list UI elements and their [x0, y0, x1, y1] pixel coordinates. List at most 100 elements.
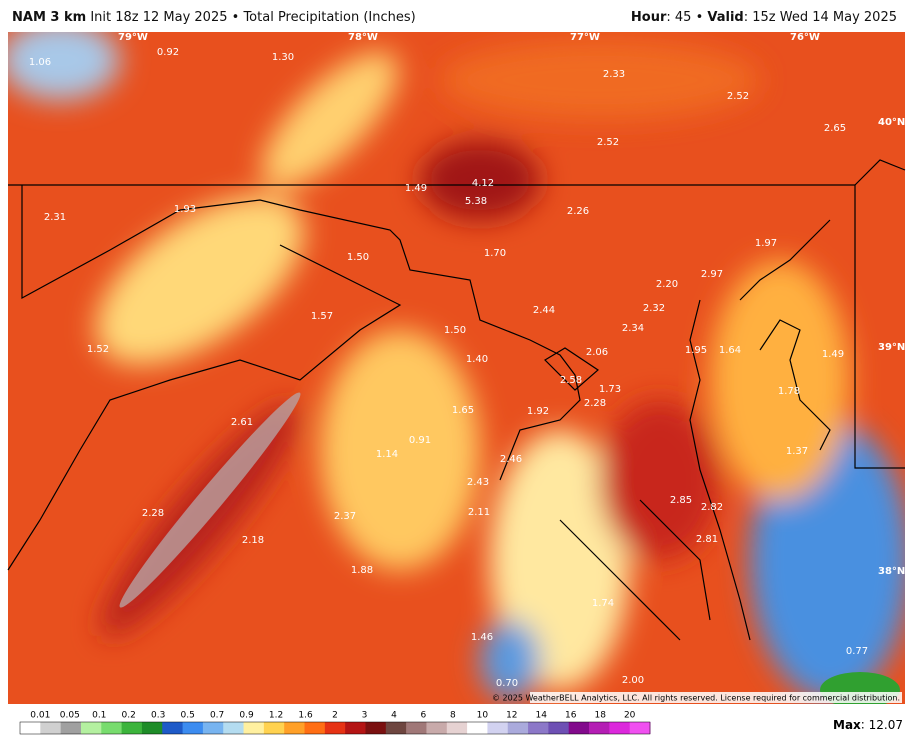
legend-swatch [406, 722, 427, 734]
value-label: 1.88 [351, 565, 373, 576]
value-label: 2.61 [231, 417, 253, 428]
value-labels: 1.06 0.92 1.30 2.33 2.52 2.65 2.52 1.49 4.12 5.38… [29, 47, 868, 689]
legend-swatch [80, 722, 102, 734]
legend-swatch [548, 722, 570, 734]
value-label: 1.74 [592, 598, 614, 609]
copyright: © 2025 WeatherBELL Analytics, LLC. All r… [492, 694, 900, 703]
legend-frame [19, 721, 651, 735]
value-label: 1.65 [452, 405, 474, 416]
legend-tick: 1.2 [269, 711, 283, 721]
legend-swatch [223, 722, 245, 734]
legend-swatch [60, 722, 82, 734]
legend-tick: 0.1 [92, 711, 106, 721]
value-label: 1.50 [444, 325, 466, 336]
legend-swatch [20, 722, 41, 734]
value-label: 2.82 [701, 502, 723, 513]
value-label: 2.52 [727, 91, 749, 102]
value-label: 5.38 [465, 196, 487, 207]
legend-swatch [141, 722, 163, 734]
header-right: Hour: 45 • Valid: 15z Wed 14 May 2025 [630, 10, 897, 25]
value-label: 1.95 [685, 345, 707, 356]
value-label: 2.26 [567, 206, 589, 217]
legend-tick: 18 [594, 711, 606, 721]
legend-swatch [467, 722, 488, 734]
lon-label: 79°W [118, 32, 148, 43]
lon-label: 77°W [570, 32, 600, 43]
legend-swatch [589, 722, 610, 734]
legend-tick: 0.9 [239, 711, 254, 721]
legend-tick: 8 [450, 711, 456, 721]
legend-tick: 16 [565, 711, 577, 721]
value-label: 1.57 [311, 311, 333, 322]
legend-tick: 0.05 [60, 711, 80, 721]
legend-swatch [324, 722, 346, 734]
lon-label: 78°W [348, 32, 378, 43]
value-label: 0.92 [157, 47, 179, 58]
max-value: 12.07 [869, 718, 903, 732]
legend-tick: 12 [506, 711, 517, 721]
value-label: 4.12 [472, 178, 494, 189]
valid-label: Valid [707, 10, 744, 25]
legend-tick: 6 [421, 711, 427, 721]
legend-tick: 0.2 [122, 711, 136, 721]
value-label: 2.85 [670, 495, 692, 506]
value-label: 1.70 [484, 248, 506, 259]
value-label: 2.46 [500, 454, 522, 465]
value-label: 1.37 [786, 446, 808, 457]
legend-tick: 0.7 [210, 711, 224, 721]
value-label: 1.64 [719, 345, 741, 356]
init: Init 18z 12 May 2025 [90, 10, 228, 25]
legend-swatch [345, 722, 366, 734]
legend-swatch [202, 722, 224, 734]
legend-swatch [162, 722, 184, 734]
legend-swatch [609, 722, 631, 734]
model: NAM 3 km [12, 10, 87, 25]
value-label: 2.18 [242, 535, 264, 546]
value-label: 2.81 [696, 534, 718, 545]
legend-tick: 20 [624, 711, 636, 721]
product: Total Precipitation (Inches) [243, 10, 416, 25]
value-label: 1.93 [174, 204, 196, 215]
legend-swatch [284, 722, 306, 734]
legend-tick: 3 [362, 711, 368, 721]
legend-tick: 4 [391, 711, 397, 721]
max-label: Max [833, 718, 861, 732]
legend-swatch [568, 722, 590, 734]
value-label: 2.33 [603, 69, 625, 80]
value-label: 1.78 [778, 386, 800, 397]
legend-tick: 0.5 [180, 711, 194, 721]
value-label: 1.49 [822, 349, 844, 360]
valid: 15z Wed 14 May 2025 [752, 10, 897, 25]
value-label: 1.06 [29, 57, 51, 68]
legend-swatch [121, 722, 143, 734]
value-label: 2.97 [701, 269, 723, 280]
value-label: 2.43 [467, 477, 489, 488]
value-label: 2.37 [334, 511, 356, 522]
legend-swatch [263, 722, 285, 734]
hour-label: Hour [630, 10, 667, 25]
value-label: 2.11 [468, 507, 490, 518]
legend-tick: 10 [477, 711, 489, 721]
borders [7, 159, 906, 641]
legend-swatch [426, 722, 448, 734]
lat-label: 39°N [878, 342, 905, 353]
legend-swatch [101, 722, 123, 734]
value-label: 2.20 [656, 279, 678, 290]
value-label: 1.92 [527, 406, 549, 417]
value-label: 2.00 [622, 675, 644, 686]
legend-swatch [528, 722, 549, 734]
lonlat: 79°W 78°W 77°W 76°W 40°N 39°N 38°N [118, 32, 905, 577]
value-label: 1.97 [755, 238, 777, 249]
legend-swatch [507, 722, 529, 734]
legend-swatch [182, 722, 204, 734]
value-label: 1.40 [466, 354, 488, 365]
legend-swatch [365, 722, 387, 734]
legend-swatch [487, 722, 509, 734]
value-label: 2.52 [597, 137, 619, 148]
value-label: 2.58 [560, 375, 582, 386]
lon-label: 76°W [790, 32, 820, 43]
max: Max: 12.07 [833, 718, 903, 732]
value-label: 2.44 [533, 305, 555, 316]
value-label: 1.14 [376, 449, 398, 460]
